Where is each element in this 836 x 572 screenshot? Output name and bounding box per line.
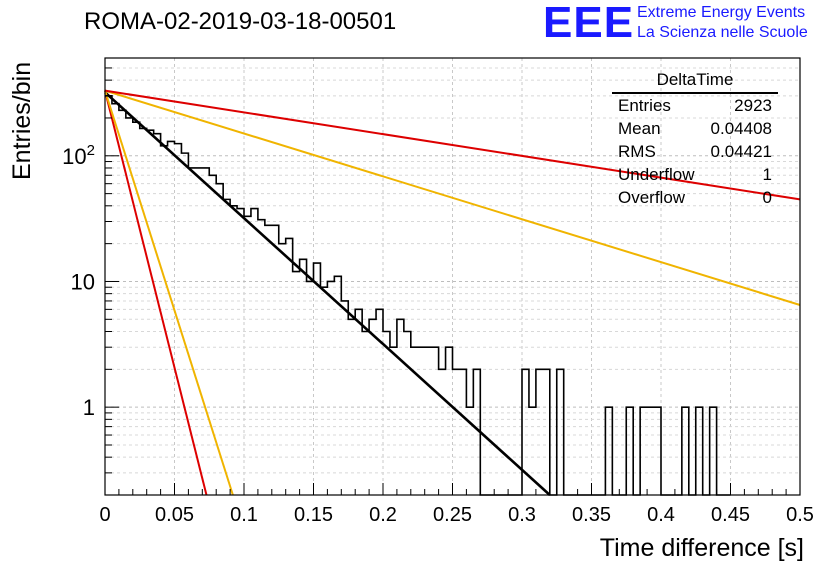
axes: 0 0.05 0.1 0.15 0.2 0.25 0.3 0.35 0.4 0.45 0.51101…	[62, 57, 814, 526]
chart-title: ROMA-02-2019-03-18-00501	[84, 8, 397, 35]
x-tick-label: 0.05	[155, 504, 194, 526]
stats-row-rms: RMS 0.04421	[612, 140, 778, 163]
stats-label: Underflow	[618, 165, 695, 184]
x-tick-label: 0.35	[572, 504, 611, 526]
logo-subtitle-2: La Scienza nelle Scuole	[637, 24, 808, 41]
stats-row-entries: Entries 2923	[612, 94, 778, 117]
stats-value: 0.04421	[710, 142, 772, 161]
x-tick-label: 0.5	[786, 504, 814, 526]
x-tick-label: 0	[99, 504, 110, 526]
series-reference-orange-steep	[104, 90, 234, 496]
x-tick-label: 0.45	[711, 504, 750, 526]
stats-title: DeltaTime	[612, 70, 778, 94]
logo-subtitle-1: Extreme Energy Events	[637, 4, 806, 21]
series-layer	[104, 89, 801, 496]
x-tick-label: 0.3	[508, 504, 536, 526]
y-tick-label: 10	[71, 269, 95, 294]
stats-label: RMS	[618, 142, 656, 161]
stats-value: 1	[762, 165, 772, 184]
y-tick-label: 1	[83, 395, 95, 420]
stats-row-mean: Mean 0.04408	[612, 117, 778, 140]
x-axis-label: Time difference [s]	[599, 534, 804, 562]
x-tick-label: 0.25	[433, 504, 472, 526]
stats-box: DeltaTime Entries 2923 Mean 0.04408 RMS …	[612, 70, 778, 209]
stats-label: Mean	[618, 119, 661, 138]
stats-value: 0	[762, 188, 772, 207]
stats-label: Entries	[618, 96, 671, 115]
stats-label: Overflow	[618, 188, 686, 207]
y-axis-label: Entries/bin	[8, 61, 36, 180]
x-tick-label: 0.1	[230, 504, 258, 526]
stats-value: 2923	[734, 96, 772, 115]
stats-row-overflow: Overflow 0	[612, 186, 778, 209]
series-reference-red-steep	[104, 90, 208, 496]
stats-value: 0.04408	[710, 119, 772, 138]
series-reference-orange-shallow	[104, 89, 801, 306]
eee-logo: EEE	[543, 0, 635, 47]
stats-row-underflow: Underflow 1	[612, 163, 778, 186]
x-tick-label: 0.2	[369, 504, 397, 526]
series-reference-red-shallow	[104, 89, 801, 201]
series-exponential-fit	[104, 91, 551, 496]
x-tick-label: 0.15	[294, 504, 333, 526]
y-tick-label: 102	[62, 142, 95, 169]
x-tick-label: 0.4	[647, 504, 675, 526]
